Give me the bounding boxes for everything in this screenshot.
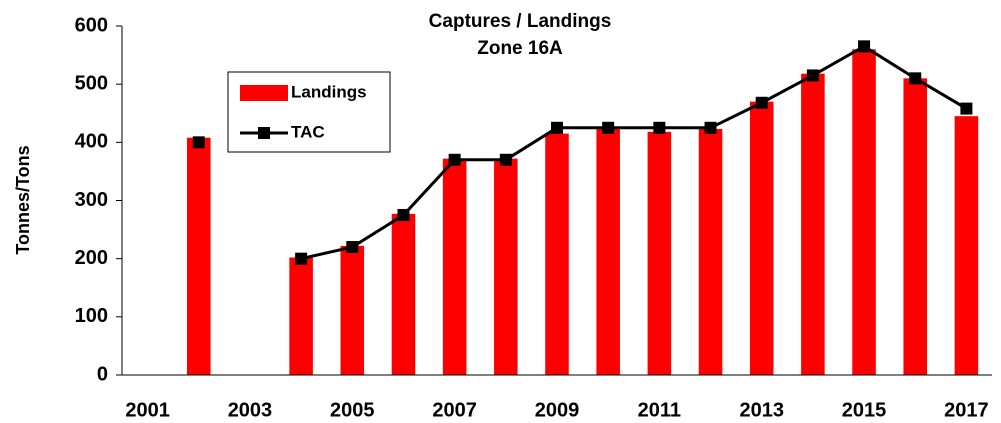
line xyxy=(300,44,968,261)
line-marker xyxy=(397,209,410,222)
bar xyxy=(545,133,569,375)
bar xyxy=(596,127,620,376)
line-marker xyxy=(858,40,871,53)
bar xyxy=(391,213,416,375)
legend-swatch xyxy=(240,85,288,101)
x-tick-label: 2009 xyxy=(535,399,580,421)
bar xyxy=(801,73,825,376)
y-tick-label: 400 xyxy=(75,131,108,153)
y-axis-label: Tonnes/Tons xyxy=(13,145,33,254)
line-marker xyxy=(602,121,615,134)
y-tick-label: 100 xyxy=(75,305,108,327)
bar xyxy=(749,101,774,375)
x-tick-label: 2015 xyxy=(842,399,887,421)
y-tick-label: 500 xyxy=(75,72,108,94)
bar xyxy=(852,49,876,376)
bar xyxy=(186,137,211,375)
line-marker xyxy=(346,241,359,254)
line-marker xyxy=(499,153,512,166)
y-tick-label: 200 xyxy=(75,247,108,269)
line-marker xyxy=(755,96,768,109)
bar xyxy=(494,158,518,375)
x-tick-label: 2017 xyxy=(944,399,989,421)
x-tick-label: 2005 xyxy=(330,399,375,421)
line-marker xyxy=(806,69,819,82)
x-tick-label: 2001 xyxy=(125,399,170,421)
line-marker xyxy=(192,136,205,149)
x-tick-label: 2007 xyxy=(432,399,477,421)
line-marker xyxy=(448,153,461,166)
x-tick-label: 2013 xyxy=(739,399,784,421)
bar xyxy=(954,116,979,376)
bar xyxy=(903,78,928,375)
chart-title: Captures / Landings xyxy=(429,11,612,32)
chart-subtitle: Zone 16A xyxy=(477,38,563,59)
y-tick-label: 600 xyxy=(75,14,108,36)
line-marker xyxy=(551,121,563,134)
legend-swatch xyxy=(258,127,270,139)
line-marker xyxy=(960,102,973,115)
bar xyxy=(698,128,723,375)
y-tick-label: 0 xyxy=(97,363,108,385)
bar xyxy=(340,245,365,375)
line-marker xyxy=(909,72,922,85)
x-tick-label: 2003 xyxy=(228,399,273,421)
bar xyxy=(647,131,672,375)
x-tick-label: 2011 xyxy=(638,399,681,421)
line-marker xyxy=(295,252,308,265)
bar xyxy=(289,257,313,375)
bar xyxy=(442,158,467,375)
legend-label: TAC xyxy=(291,122,325,141)
line-marker xyxy=(653,121,666,134)
line-marker xyxy=(704,121,717,134)
y-tick-label: 300 xyxy=(75,189,108,211)
legend-label: Landings xyxy=(291,82,367,101)
